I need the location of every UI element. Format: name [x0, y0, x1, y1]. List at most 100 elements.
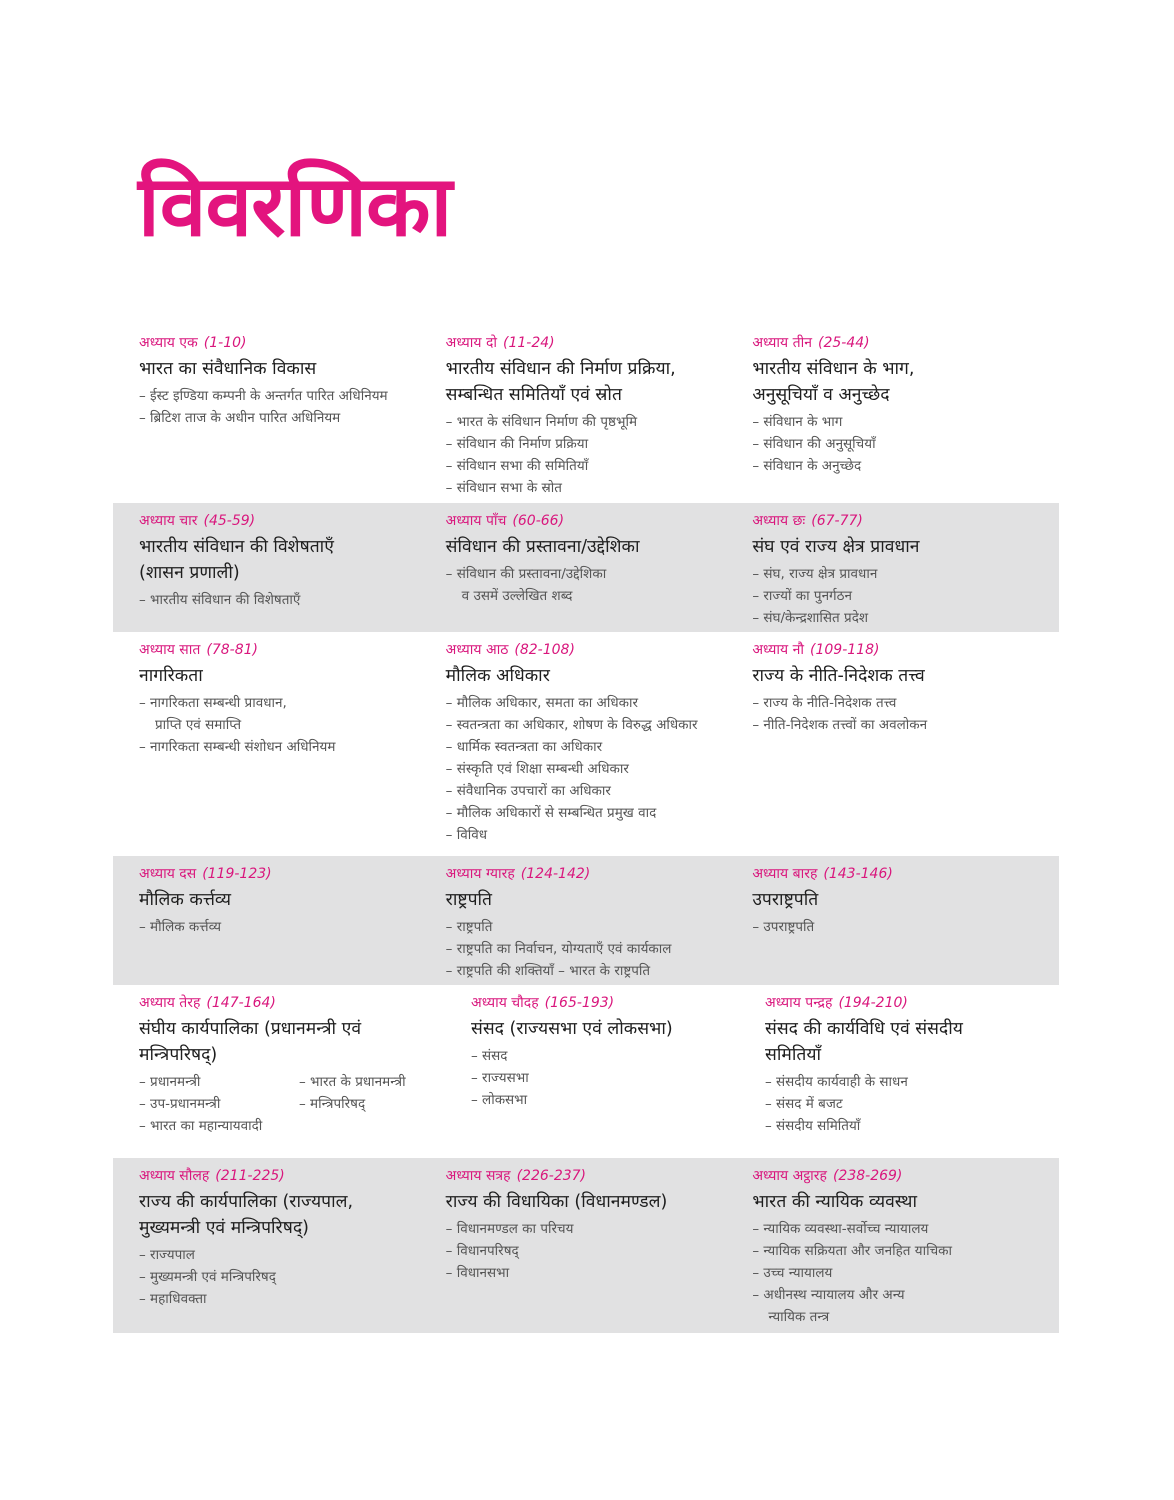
chapter-entry: अध्याय पन्द्रह (194-210) संसद की कार्यविधि…: [765, 993, 1059, 1158]
chapter-heading: अध्याय आठ (82-108): [446, 640, 741, 660]
toc-row: अध्याय सौलह (211-225) राज्य की कार्यपालिका…: [113, 1158, 1059, 1333]
chapter-title: संघ एवं राज्य क्षेत्र प्रावधान: [752, 537, 920, 557]
topic-item: – राज्यसभा: [471, 1070, 529, 1086]
page-range: (211-225): [215, 1168, 285, 1184]
chapter-entry: अध्याय एक (1-10) भारत का संवैधानिक विकास – …: [139, 333, 446, 503]
topic-item: – संविधान की प्रस्तावना/उद्देशिका व उसमे…: [445, 566, 607, 604]
topic-item: – राज्यों का पुनर्गठन: [752, 588, 852, 604]
topic-item: – मुख्यमन्त्री एवं मन्त्रिपरिषद्: [139, 1269, 276, 1285]
topic-item: – विधानपरिषद्: [445, 1243, 519, 1259]
chapter-label: अध्याय ग्यारह: [445, 866, 515, 882]
page-range: (194-210): [838, 995, 908, 1011]
chapter-entry: अध्याय आठ (82-108) मौलिक अधिकार – मौलिक अधि…: [446, 640, 753, 856]
toc-row: अध्याय तेरह (147-164) संघीय कार्यपालिका (प…: [113, 985, 1059, 1158]
topic-item: – नागरिकता सम्बन्धी संशोधन अधिनियम: [139, 739, 336, 755]
topic-item: – राष्ट्रपति की शक्तियाँ – भारत के राष्ट…: [445, 963, 651, 979]
topic-item: – धार्मिक स्वतन्त्रता का अधिकार: [445, 739, 603, 755]
chapter-entry: अध्याय छः (67-77) संघ एवं राज्य क्षेत्र प्…: [752, 511, 1059, 632]
topic-list: – उपराष्ट्रपति: [752, 916, 1047, 938]
chapter-entry: अध्याय सात (78-81) नागरिकता – नागरिकता सम्ब…: [139, 640, 446, 856]
topic-item: – विधानसभा: [445, 1265, 510, 1281]
topic-item: – राष्ट्रपति: [445, 919, 493, 935]
topic-item: – राज्यपाल: [139, 1247, 195, 1263]
page-title: विवरणिका: [138, 157, 452, 255]
chapter-label: अध्याय तेरह: [139, 995, 201, 1011]
chapter-label: अध्याय बारह: [752, 866, 818, 882]
chapter-heading: अध्याय नौ (109-118): [752, 640, 1047, 660]
chapter-entry: अध्याय अट्ठारह (238-269) भारत की न्यायिक व…: [752, 1166, 1059, 1333]
chapter-title: मौलिक अधिकार: [445, 666, 550, 686]
page-range: (119-123): [202, 866, 272, 882]
page-range: (238-269): [832, 1168, 903, 1184]
topic-item: – मौलिक अधिकार, समता का अधिकार: [445, 695, 639, 711]
page-range: (143-146): [823, 866, 893, 882]
topic-item: – प्रधानमन्त्री: [139, 1074, 201, 1090]
chapter-heading: अध्याय चौदह (165-193): [471, 993, 753, 1013]
topic-item: – भारत का महान्यायवादी: [139, 1118, 263, 1134]
chapter-heading: अध्याय दो (11-24): [446, 333, 741, 353]
chapter-label: अध्याय सत्रह: [445, 1168, 511, 1184]
topic-item: – संसद में बजट: [765, 1096, 843, 1112]
page-range: (109-118): [810, 642, 880, 658]
topic-item: – संसद: [471, 1048, 508, 1064]
chapter-heading: अध्याय तेरह (147-164): [139, 993, 459, 1013]
topic-item: – महाधिवक्ता: [139, 1291, 207, 1307]
topic-item: – संस्कृति एवं शिक्षा सम्बन्धी अधिकार: [445, 761, 629, 777]
chapter-title: राज्य की कार्यपालिका (राज्यपाल, मुख्यमन्…: [139, 1192, 354, 1238]
page-range: (124-142): [520, 866, 591, 882]
topic-item: – संसदीय समितियाँ: [765, 1118, 861, 1134]
topic-list: – मौलिक अधिकार, समता का अधिकार – स्वतन्त्…: [446, 692, 741, 846]
topic-list: – राज्य के नीति-निदेशक तत्त्व – नीति-निदे…: [752, 692, 1047, 736]
topic-item: – उपराष्ट्रपति: [752, 919, 815, 935]
chapter-label: अध्याय अट्ठारह: [752, 1168, 827, 1184]
topic-list: – संसद – राज्यसभा – लोकसभा: [471, 1045, 753, 1111]
chapter-label: अध्याय सात: [139, 642, 201, 658]
chapter-heading: अध्याय चार (45-59): [139, 511, 434, 531]
chapter-heading: अध्याय तीन (25-44): [752, 333, 1047, 353]
chapter-title: भारत का संवैधानिक विकास: [139, 359, 317, 379]
table-of-contents: अध्याय एक (1-10) भारत का संवैधानिक विकास – …: [113, 325, 1059, 1333]
topic-item: – राज्य के नीति-निदेशक तत्त्व: [752, 695, 897, 711]
topic-item: – उच्च न्यायालय: [752, 1265, 833, 1281]
topic-item: – विधानमण्डल का परिचय: [445, 1221, 574, 1237]
chapter-label: अध्याय दस: [139, 866, 197, 882]
chapter-entry: अध्याय नौ (109-118) राज्य के नीति-निदेशक त…: [752, 640, 1059, 856]
chapter-label: अध्याय पन्द्रह: [765, 995, 833, 1011]
chapter-entry: अध्याय दो (11-24) भारतीय संविधान की निर्मा…: [446, 333, 753, 503]
chapter-title: भारतीय संविधान के भाग, अनुसूचियाँ व अनुच…: [752, 359, 915, 405]
topic-list: – प्रधानमन्त्री – भारत के प्रधानमन्त्री – …: [139, 1071, 459, 1137]
page-range: (165-193): [544, 995, 615, 1011]
chapter-label: अध्याय नौ: [752, 642, 805, 658]
chapter-heading: अध्याय दस (119-123): [139, 864, 434, 884]
topic-item: – मन्त्रिपरिषद्: [299, 1096, 366, 1112]
chapter-label: अध्याय एक: [139, 335, 198, 351]
topic-item: – स्वतन्त्रता का अधिकार, शोषण के विरुद्ध…: [445, 717, 698, 733]
chapter-title: भारतीय संविधान की निर्माण प्रक्रिया, सम्…: [445, 359, 676, 405]
chapter-heading: अध्याय सात (78-81): [139, 640, 434, 660]
topic-item: – नागरिकता सम्बन्धी प्रावधान, प्राप्ति ए…: [139, 695, 287, 733]
topic-item: – राष्ट्रपति का निर्वाचन, योग्यताएँ एवं …: [445, 941, 672, 957]
chapter-label: अध्याय दो: [445, 335, 498, 351]
chapter-entry: अध्याय दस (119-123) मौलिक कर्त्तव्य – मौलिक…: [139, 864, 446, 985]
chapter-title: भारत की न्यायिक व्यवस्था: [752, 1192, 917, 1212]
page-range: (1-10): [203, 335, 247, 351]
chapter-entry: अध्याय बारह (143-146) उपराष्ट्रपति – उपराष्…: [752, 864, 1059, 985]
chapter-entry: अध्याय सत्रह (226-237) राज्य की विधायिका (…: [446, 1166, 753, 1333]
chapter-label: अध्याय पाँच: [445, 513, 507, 529]
topic-list: – विधानमण्डल का परिचय – विधानपरिषद् – विधा…: [446, 1218, 741, 1284]
chapter-heading: अध्याय पन्द्रह (194-210): [765, 993, 1047, 1013]
topic-item: – लोकसभा: [471, 1092, 528, 1108]
page-range: (82-108): [514, 642, 575, 658]
topic-list: – भारत के संविधान निर्माण की पृष्ठभूमि – …: [446, 411, 741, 499]
chapter-title: संविधान की प्रस्तावना/उद्देशिका: [445, 537, 640, 557]
chapter-entry: अध्याय तेरह (147-164) संघीय कार्यपालिका (प…: [139, 993, 471, 1158]
chapter-title: मौलिक कर्त्तव्य: [139, 890, 232, 910]
topic-list: – संघ, राज्य क्षेत्र प्रावधान – राज्यों क…: [752, 563, 1047, 629]
chapter-heading: अध्याय छः (67-77): [752, 511, 1047, 531]
topic-item: – संविधान सभा की समितियाँ: [445, 458, 589, 474]
chapter-title: उपराष्ट्रपति: [752, 890, 819, 910]
chapter-entry: अध्याय ग्यारह (124-142) राष्ट्रपति – राष्ट्…: [446, 864, 753, 985]
topic-list: – संसदीय कार्यवाही के साधन – संसद में बजट…: [765, 1071, 1047, 1137]
topic-item: – भारत के प्रधानमन्त्री: [299, 1074, 406, 1090]
topic-item: – भारत के संविधान निर्माण की पृष्ठभूमि: [445, 414, 638, 430]
